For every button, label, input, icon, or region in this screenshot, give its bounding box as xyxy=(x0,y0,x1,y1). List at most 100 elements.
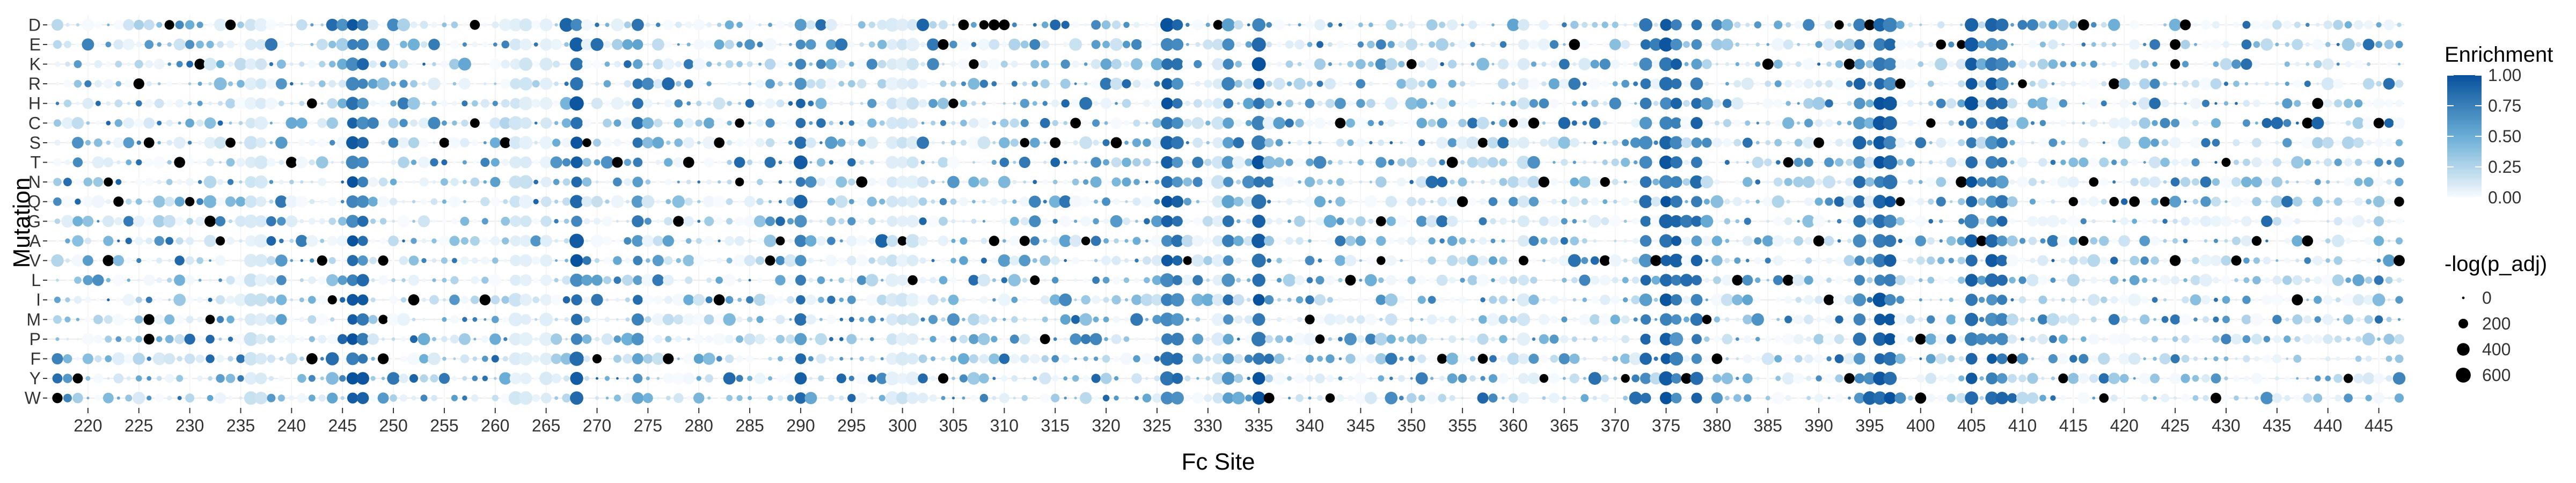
point-T-252 xyxy=(411,159,417,165)
point-Y-324 xyxy=(1145,377,1148,380)
point-M-375 xyxy=(1659,313,1673,326)
point-H-284 xyxy=(738,101,741,105)
point-V-401 xyxy=(1927,256,1935,265)
point-D-247 xyxy=(357,19,369,31)
point-N-445 xyxy=(2374,177,2384,187)
point-G-263 xyxy=(519,215,532,228)
point-F-376 xyxy=(1669,352,1684,366)
point-T-421 xyxy=(2131,159,2138,166)
point-Y-435 xyxy=(2274,376,2279,381)
point-I-431 xyxy=(2235,298,2238,302)
point-C-339 xyxy=(1295,119,1304,128)
point-W-434 xyxy=(2260,392,2273,405)
point-W-353 xyxy=(1438,393,1446,402)
point-D-228 xyxy=(164,20,174,30)
point-D-358 xyxy=(1491,23,1495,27)
point-I-438 xyxy=(2306,298,2309,302)
point-Q-405 xyxy=(1966,196,1978,208)
point-R-299 xyxy=(885,77,899,91)
point-D-298 xyxy=(877,19,888,30)
point-E-265 xyxy=(540,38,553,51)
point-Q-274 xyxy=(631,195,644,208)
point-L-436 xyxy=(2282,275,2292,285)
point-D-389 xyxy=(1803,19,1815,31)
point-Q-345 xyxy=(1358,199,1363,204)
point-V-322 xyxy=(1124,258,1129,263)
point-T-278 xyxy=(673,157,684,168)
point-I-340 xyxy=(1305,295,1314,304)
point-R-354 xyxy=(1448,79,1457,88)
point-H-429 xyxy=(2214,102,2218,105)
point-L-424 xyxy=(2160,275,2170,286)
point-E-225 xyxy=(136,41,142,48)
point-I-292 xyxy=(818,296,824,303)
point-L-248 xyxy=(371,278,375,282)
point-S-316 xyxy=(1063,140,1068,145)
point-C-333 xyxy=(1234,119,1242,127)
point-L-291 xyxy=(808,277,814,283)
point-H-372 xyxy=(1634,102,1637,105)
point-Y-357 xyxy=(1480,376,1485,381)
point-N-230 xyxy=(186,178,194,186)
point-V-310 xyxy=(998,254,1011,267)
point-D-394 xyxy=(1853,18,1866,31)
point-A-315 xyxy=(1050,236,1060,246)
point-S-310 xyxy=(999,137,1010,149)
point-W-337 xyxy=(1276,395,1282,401)
point-E-221 xyxy=(94,41,101,48)
point-F-435 xyxy=(2272,354,2282,363)
point-W-394 xyxy=(1854,392,1865,404)
point-K-393 xyxy=(1843,58,1855,70)
point-F-407 xyxy=(1987,354,1997,364)
point-D-369 xyxy=(1601,21,1608,28)
point-V-413 xyxy=(2051,259,2055,262)
point-C-330 xyxy=(1205,120,1211,126)
point-N-289 xyxy=(789,180,792,184)
point-W-293 xyxy=(828,394,835,401)
point-Q-282 xyxy=(713,195,726,208)
point-H-247 xyxy=(357,98,369,109)
point-F-269 xyxy=(583,355,590,362)
point-G-306 xyxy=(962,219,965,223)
point-H-354 xyxy=(1448,100,1456,107)
point-C-354 xyxy=(1448,119,1456,127)
point-N-437 xyxy=(2296,180,2299,184)
point-T-331 xyxy=(1211,156,1225,169)
point-I-245 xyxy=(339,297,346,303)
point-S-223 xyxy=(113,137,124,148)
point-N-392 xyxy=(1837,180,1841,184)
point-A-283 xyxy=(724,236,735,246)
point-H-329 xyxy=(1193,99,1202,108)
point-M-409 xyxy=(2006,313,2018,326)
point-T-409 xyxy=(2010,160,2015,165)
point-C-255 xyxy=(441,120,447,126)
point-I-218 xyxy=(65,297,70,303)
point-K-441 xyxy=(2336,62,2340,66)
point-Y-406 xyxy=(1979,376,1984,381)
point-E-412 xyxy=(2039,41,2046,48)
point-Y-297 xyxy=(867,374,876,383)
point-I-331 xyxy=(1212,294,1225,306)
point-I-418 xyxy=(2101,296,2107,303)
point-A-422 xyxy=(2139,236,2150,246)
point-W-267 xyxy=(562,393,571,402)
point-A-298 xyxy=(875,234,889,248)
point-E-321 xyxy=(1110,38,1123,51)
point-I-289 xyxy=(786,296,795,304)
point-D-349 xyxy=(1399,23,1403,27)
point-D-244 xyxy=(326,18,339,31)
point-L-376 xyxy=(1671,275,1682,286)
x-tick-label-270: 270 xyxy=(583,416,611,435)
point-V-264 xyxy=(531,256,540,265)
point-H-234 xyxy=(225,98,236,109)
point-V-447 xyxy=(2394,255,2405,266)
point-F-360 xyxy=(1507,353,1520,365)
point-A-265 xyxy=(540,235,552,247)
point-I-264 xyxy=(532,296,539,303)
point-Q-289 xyxy=(786,197,795,207)
point-F-250 xyxy=(391,357,396,361)
point-P-430 xyxy=(2221,334,2231,345)
point-Q-306 xyxy=(958,197,969,207)
point-A-428 xyxy=(2204,239,2208,243)
point-W-421 xyxy=(2132,396,2136,400)
